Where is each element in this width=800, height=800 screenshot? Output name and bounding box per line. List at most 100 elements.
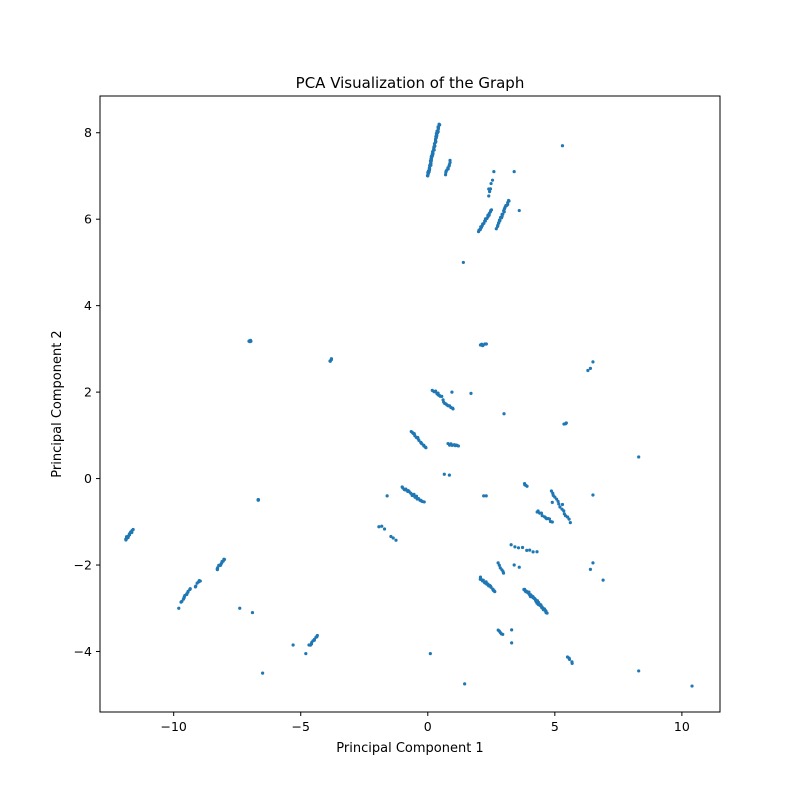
data-point <box>535 550 539 554</box>
data-point <box>329 357 334 361</box>
data-point <box>433 389 438 393</box>
data-point <box>539 511 544 515</box>
data-point <box>443 173 448 177</box>
data-point <box>528 548 532 552</box>
data-point <box>560 144 565 148</box>
data-point <box>291 643 295 647</box>
data-point <box>497 218 502 222</box>
data-point <box>557 502 561 506</box>
data-point <box>484 342 488 346</box>
data-point <box>501 632 505 636</box>
data-point <box>591 561 595 565</box>
data-point <box>380 524 384 528</box>
y-tick-label: −2 <box>74 558 92 573</box>
data-point <box>440 394 444 398</box>
data-point <box>550 500 554 504</box>
data-point <box>194 584 198 588</box>
data-point <box>497 563 501 567</box>
data-point <box>222 557 227 562</box>
data-point <box>510 641 514 645</box>
y-tick-label: 8 <box>84 125 92 140</box>
x-axis: −10 −5 0 5 10 <box>160 712 690 734</box>
data-point <box>404 487 408 491</box>
data-point <box>256 498 260 502</box>
data-point <box>389 534 393 539</box>
plot-area <box>100 96 720 712</box>
y-tick-label: 0 <box>84 471 92 486</box>
data-point <box>250 610 255 615</box>
data-point <box>414 494 419 498</box>
data-point <box>516 546 521 550</box>
data-point <box>487 194 491 198</box>
data-point <box>131 527 135 532</box>
data-point <box>484 494 488 498</box>
data-point <box>562 509 566 513</box>
data-point <box>517 208 521 213</box>
y-tick-label: 4 <box>84 298 92 313</box>
data-point <box>525 484 529 488</box>
data-point <box>512 170 516 174</box>
data-point <box>461 260 465 265</box>
data-point <box>481 578 485 582</box>
data-point <box>489 181 493 186</box>
data-point <box>494 227 498 231</box>
x-tick-label: 5 <box>551 719 559 734</box>
data-point <box>588 366 593 370</box>
data-point <box>560 502 565 507</box>
data-point <box>438 123 442 127</box>
data-point <box>547 517 552 521</box>
data-point <box>188 587 192 591</box>
data-point <box>553 495 557 499</box>
data-point <box>394 538 398 542</box>
data-point <box>469 391 473 396</box>
data-point <box>391 536 395 540</box>
data-point <box>531 550 535 554</box>
data-point <box>177 606 181 610</box>
y-axis-label: Principal Component 2 <box>50 330 65 477</box>
data-point <box>637 455 641 459</box>
data-point <box>513 545 517 549</box>
y-axis: −4 −2 0 2 4 6 8 <box>74 125 100 659</box>
plot-frame <box>99 95 721 713</box>
data-point <box>428 652 432 656</box>
data-point <box>238 606 242 610</box>
chart-title: PCA Visualization of the Graph <box>296 74 525 92</box>
data-point <box>487 187 491 191</box>
data-point <box>463 682 467 686</box>
data-point <box>510 628 514 632</box>
data-point <box>570 661 574 665</box>
data-point <box>412 492 416 496</box>
data-point <box>637 669 641 673</box>
data-point <box>450 390 454 394</box>
data-point <box>490 178 495 182</box>
data-point <box>520 545 525 550</box>
y-tick-label: 6 <box>84 212 92 227</box>
data-point <box>442 472 446 476</box>
data-point <box>517 565 521 569</box>
data-point <box>556 499 560 504</box>
data-point <box>315 633 319 638</box>
x-tick-label: 0 <box>424 719 432 734</box>
data-point <box>567 517 571 521</box>
data-point <box>488 190 492 194</box>
data-point <box>261 671 265 675</box>
data-point <box>502 412 506 416</box>
data-point <box>451 407 455 411</box>
data-point <box>568 520 572 525</box>
x-tick-label: −10 <box>160 719 186 734</box>
data-point <box>601 578 605 582</box>
data-point <box>506 198 511 203</box>
data-point <box>249 339 253 343</box>
data-point <box>447 473 451 477</box>
data-point <box>424 446 428 450</box>
data-point <box>456 444 460 448</box>
data-point <box>509 543 513 547</box>
x-tick-label: 10 <box>674 719 690 734</box>
data-point <box>545 611 549 615</box>
y-tick-label: 2 <box>84 385 92 400</box>
data-point <box>422 500 426 504</box>
y-tick-label: −4 <box>74 644 92 659</box>
points-layer <box>124 122 694 688</box>
data-point <box>564 421 568 425</box>
